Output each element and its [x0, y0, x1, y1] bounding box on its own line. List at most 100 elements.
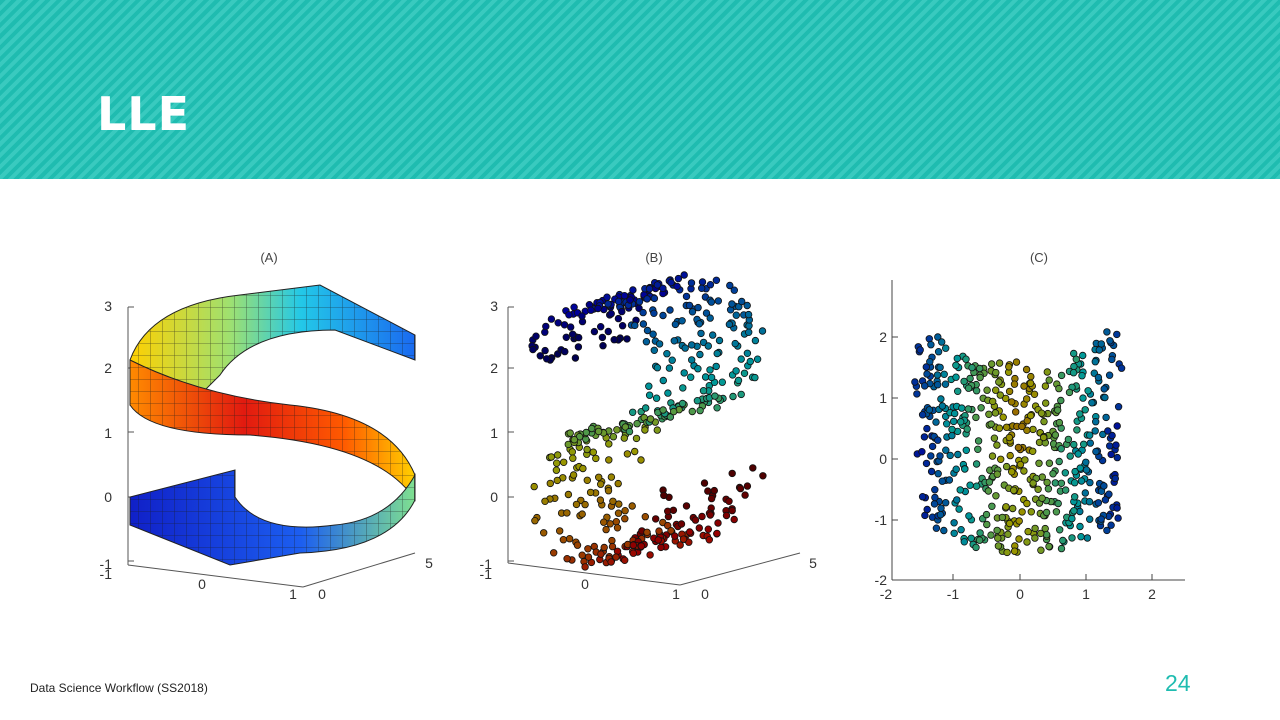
scatter-point — [1020, 467, 1028, 475]
scatter-point — [751, 336, 760, 345]
scatter-point — [621, 515, 629, 523]
scatter-point — [687, 341, 696, 349]
scatter-point — [696, 350, 704, 359]
scatter-point — [983, 520, 991, 529]
scatter-point — [653, 281, 662, 289]
scatter-point — [1065, 388, 1074, 397]
scatter-point — [985, 410, 993, 418]
scatter-point — [1055, 457, 1063, 466]
panel-c-label: (C) — [1030, 250, 1048, 265]
scatter-point — [1031, 534, 1039, 542]
scatter-point — [934, 333, 942, 341]
z-tick: 5 — [809, 555, 817, 571]
scatter-point — [1064, 435, 1073, 444]
scatter-point — [993, 470, 1001, 478]
scatter-point — [931, 493, 939, 502]
scatter-point — [974, 445, 982, 453]
scatter-point — [608, 536, 616, 545]
scatter-point — [578, 312, 586, 320]
scatter-point — [743, 349, 752, 357]
scatter-point — [714, 519, 722, 527]
scatter-point — [682, 502, 691, 510]
scatter-point — [1027, 508, 1035, 516]
scatter-point — [962, 446, 970, 454]
scatter-point — [1028, 447, 1037, 455]
scatter-point — [710, 486, 718, 495]
scatter-point — [933, 380, 942, 389]
scatter-point — [1094, 499, 1103, 507]
scatter-point — [697, 329, 705, 338]
scatter-point — [722, 511, 731, 520]
scatter-point — [1035, 459, 1043, 467]
scatter-point — [1071, 467, 1079, 476]
scatter-point — [666, 306, 674, 314]
scatter-point — [1057, 371, 1066, 380]
scatter-point — [587, 306, 595, 314]
scatter-point — [625, 427, 634, 436]
scatter-point — [758, 327, 767, 335]
scatter-point — [1078, 371, 1086, 380]
scatter-point — [1005, 363, 1013, 371]
scatter-point — [714, 297, 722, 305]
scatter-point — [1055, 418, 1064, 427]
scatter-point — [604, 327, 612, 336]
scatter-point — [614, 509, 623, 517]
scatter-point — [650, 294, 659, 303]
scatter-point — [1001, 394, 1010, 403]
scatter-point — [633, 419, 641, 428]
scatter-point — [637, 542, 646, 550]
scatter-point — [1085, 431, 1094, 439]
scatter-point — [995, 424, 1004, 432]
scatter-point — [1005, 433, 1013, 442]
scatter-point — [614, 479, 622, 488]
scatter-point — [594, 427, 603, 436]
scatter-point — [1113, 504, 1121, 512]
scatter-point — [707, 373, 716, 382]
scatter-point — [686, 373, 695, 381]
scatter-point — [1045, 459, 1054, 467]
scatter-point — [553, 476, 561, 485]
scatter-point — [613, 524, 622, 532]
scatter-point — [1066, 452, 1074, 460]
scatter-point — [632, 434, 641, 443]
y-tick: 1 — [490, 425, 498, 441]
scatter-point — [691, 516, 700, 524]
scatter-point — [607, 473, 616, 481]
scatter-point — [940, 370, 948, 378]
scatter-point — [629, 549, 637, 557]
scatter-point — [1091, 427, 1099, 435]
scatter-point — [602, 525, 610, 534]
scatter-point — [1005, 387, 1014, 396]
scatter-point — [964, 384, 973, 392]
scatter-point — [645, 382, 653, 390]
scatter-point — [1061, 469, 1069, 477]
scatter-point — [925, 406, 934, 414]
scatter-point — [680, 369, 688, 377]
scatter-point — [759, 472, 767, 480]
scatter-point — [957, 526, 965, 534]
scatter-point — [566, 323, 575, 331]
scatter-point — [707, 494, 716, 503]
scatter-point — [1100, 482, 1108, 490]
scatter-point — [988, 397, 997, 406]
scatter-point — [965, 512, 973, 520]
scatter-point — [677, 520, 686, 528]
scatter-point — [966, 481, 974, 489]
scatter-point — [685, 301, 694, 310]
scatter-point — [948, 431, 956, 440]
scatter-point — [983, 386, 991, 394]
scatter-point — [740, 369, 749, 377]
scatter-point — [941, 344, 950, 352]
scatter-point — [599, 341, 607, 350]
scatter-point — [559, 458, 568, 466]
scatter-point — [669, 407, 678, 416]
scatter-point — [991, 386, 1000, 394]
scatter-point — [1081, 489, 1089, 497]
scatter-point — [1107, 521, 1115, 529]
scatter-point — [995, 378, 1003, 386]
scatter-point — [1023, 499, 1031, 508]
scatter-point — [698, 278, 707, 286]
scatter-point — [549, 549, 558, 557]
scatter-point — [620, 292, 629, 300]
scatter-point — [931, 485, 939, 494]
